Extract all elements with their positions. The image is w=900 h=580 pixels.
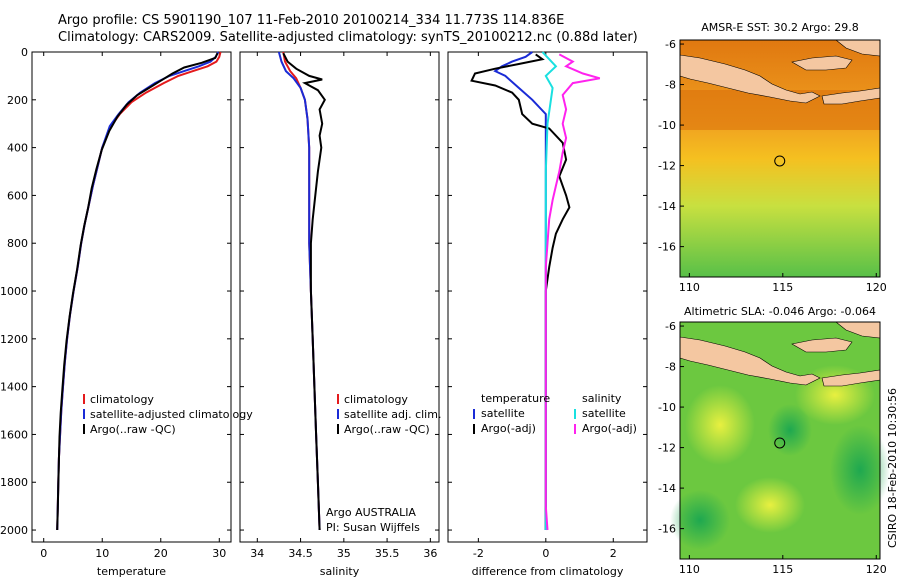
sla-low-1 — [830, 425, 890, 515]
difference-plot-frame — [447, 51, 648, 543]
series-line-satellite — [277, 51, 321, 531]
y-tick-label: 400 — [7, 142, 28, 155]
map-y-tick-label: -6 — [665, 320, 676, 333]
sla-land-north — [791, 337, 853, 353]
sal-legend-label: climatology — [344, 393, 408, 406]
y-tick-label: 0 — [21, 46, 28, 59]
sal-legend-label: satellite adj. clim. — [344, 408, 441, 421]
series-line-sal-satellite — [541, 51, 558, 530]
x-tick-label: 20 — [154, 547, 168, 560]
map-x-tick-label: 115 — [772, 563, 793, 576]
map-x-tick-label: 110 — [679, 563, 700, 576]
x-tick-label: 34 — [250, 547, 264, 560]
map-x-tick-label: 110 — [679, 281, 700, 294]
argo-program-label: Argo AUSTRALIA — [326, 506, 416, 519]
diff-legend-label: Argo(-adj) — [481, 422, 536, 435]
x-tick-label: 0 — [40, 547, 47, 560]
y-tick-label: 1200 — [0, 333, 28, 346]
diff-legend-label: satellite — [582, 407, 626, 420]
map-y-tick-label: -10 — [658, 401, 676, 414]
series-line-climatology — [56, 51, 222, 531]
figure-title-line2: Climatology: CARS2009. Satellite-adjuste… — [58, 30, 638, 45]
sal-legend-label: Argo(..raw -QC) — [344, 423, 430, 436]
y-tick-label: 800 — [7, 237, 28, 250]
map-x-tick-label: 120 — [866, 281, 887, 294]
series-line-argo — [282, 52, 326, 531]
x-tick-label: 35 — [337, 547, 351, 560]
diff-legend-label: Argo(-adj) — [582, 422, 637, 435]
map-y-tick-label: -14 — [658, 200, 676, 213]
sst-float-marker — [774, 155, 786, 167]
sla-map-panel — [670, 321, 890, 560]
y-tick-label: 2000 — [0, 524, 28, 537]
salinity-plot-frame — [239, 51, 440, 543]
pi-label: PI: Susan Wijffels — [326, 521, 420, 534]
y-tick-label: 1000 — [0, 285, 28, 298]
series-line-temp-argo — [470, 53, 571, 530]
temperature-plot-frame — [31, 51, 232, 543]
series-line-satellite — [56, 51, 220, 531]
x-tick-label: 34.5 — [288, 547, 313, 560]
x-tick-label: 35.5 — [375, 547, 400, 560]
diff-legend-heading-temp: temperature — [481, 392, 550, 405]
map-x-tick-label: 120 — [866, 563, 887, 576]
figure-title-line1: Argo profile: CS 5901190_107 11-Feb-2010… — [58, 13, 565, 28]
sla-map-frame — [679, 321, 881, 560]
map-y-tick-label: -10 — [658, 119, 676, 132]
map-x-tick-label: 115 — [772, 281, 793, 294]
side-timestamp: CSIRO 18-Feb-2010 10:30:56 — [886, 388, 899, 548]
map-y-tick-label: -12 — [658, 442, 676, 455]
diff-legend-heading-sal: salinity — [582, 392, 622, 405]
sla-low-2 — [670, 490, 730, 550]
temp-legend-label: climatology — [90, 393, 154, 406]
temp-legend-label: satellite-adjusted climatology — [90, 408, 253, 421]
map-y-tick-label: -14 — [658, 482, 676, 495]
sst-map-frame — [679, 39, 881, 278]
sla-map-title: Altimetric SLA: -0.046 Argo: -0.064 — [684, 305, 876, 318]
x-axis-label: difference from climatology — [472, 565, 624, 578]
y-tick-label: 200 — [7, 94, 28, 107]
sst-map-title: AMSR-E SST: 30.2 Argo: 29.8 — [701, 21, 859, 34]
series-line-argo — [56, 52, 219, 531]
sst-land-north — [791, 55, 853, 71]
y-tick-label: 1400 — [0, 381, 28, 394]
y-tick-label: 1800 — [0, 476, 28, 489]
x-tick-label: 0 — [542, 547, 549, 560]
y-tick-label: 600 — [7, 189, 28, 202]
map-y-tick-label: -8 — [665, 361, 676, 374]
map-y-tick-label: -16 — [658, 241, 676, 254]
sla-low-3 — [768, 404, 812, 456]
sla-high-3 — [735, 477, 805, 533]
x-tick-label: 30 — [212, 547, 226, 560]
sla-land-java — [679, 336, 821, 386]
x-tick-label: 10 — [95, 547, 109, 560]
temp-legend-label: Argo(..raw -QC) — [90, 423, 176, 436]
series-line-sal-argo — [544, 53, 601, 531]
sst-map-panel — [679, 39, 881, 278]
series-line-climatology — [282, 51, 321, 531]
diff-legend-label: satellite — [481, 407, 525, 420]
map-y-tick-label: -12 — [658, 160, 676, 173]
map-y-tick-label: -8 — [665, 79, 676, 92]
map-y-tick-label: -6 — [665, 38, 676, 51]
x-tick-label: 2 — [610, 547, 617, 560]
x-axis-label: temperature — [97, 565, 166, 578]
sla-float-marker — [774, 437, 786, 449]
map-y-tick-label: -16 — [658, 523, 676, 536]
x-tick-label: -2 — [473, 547, 484, 560]
series-line-temp-satellite — [493, 51, 547, 530]
y-tick-label: 1600 — [0, 428, 28, 441]
x-tick-label: 36 — [423, 547, 437, 560]
sla-high-1 — [685, 385, 755, 465]
sst-land-java — [679, 54, 821, 104]
x-axis-label: salinity — [320, 565, 360, 578]
